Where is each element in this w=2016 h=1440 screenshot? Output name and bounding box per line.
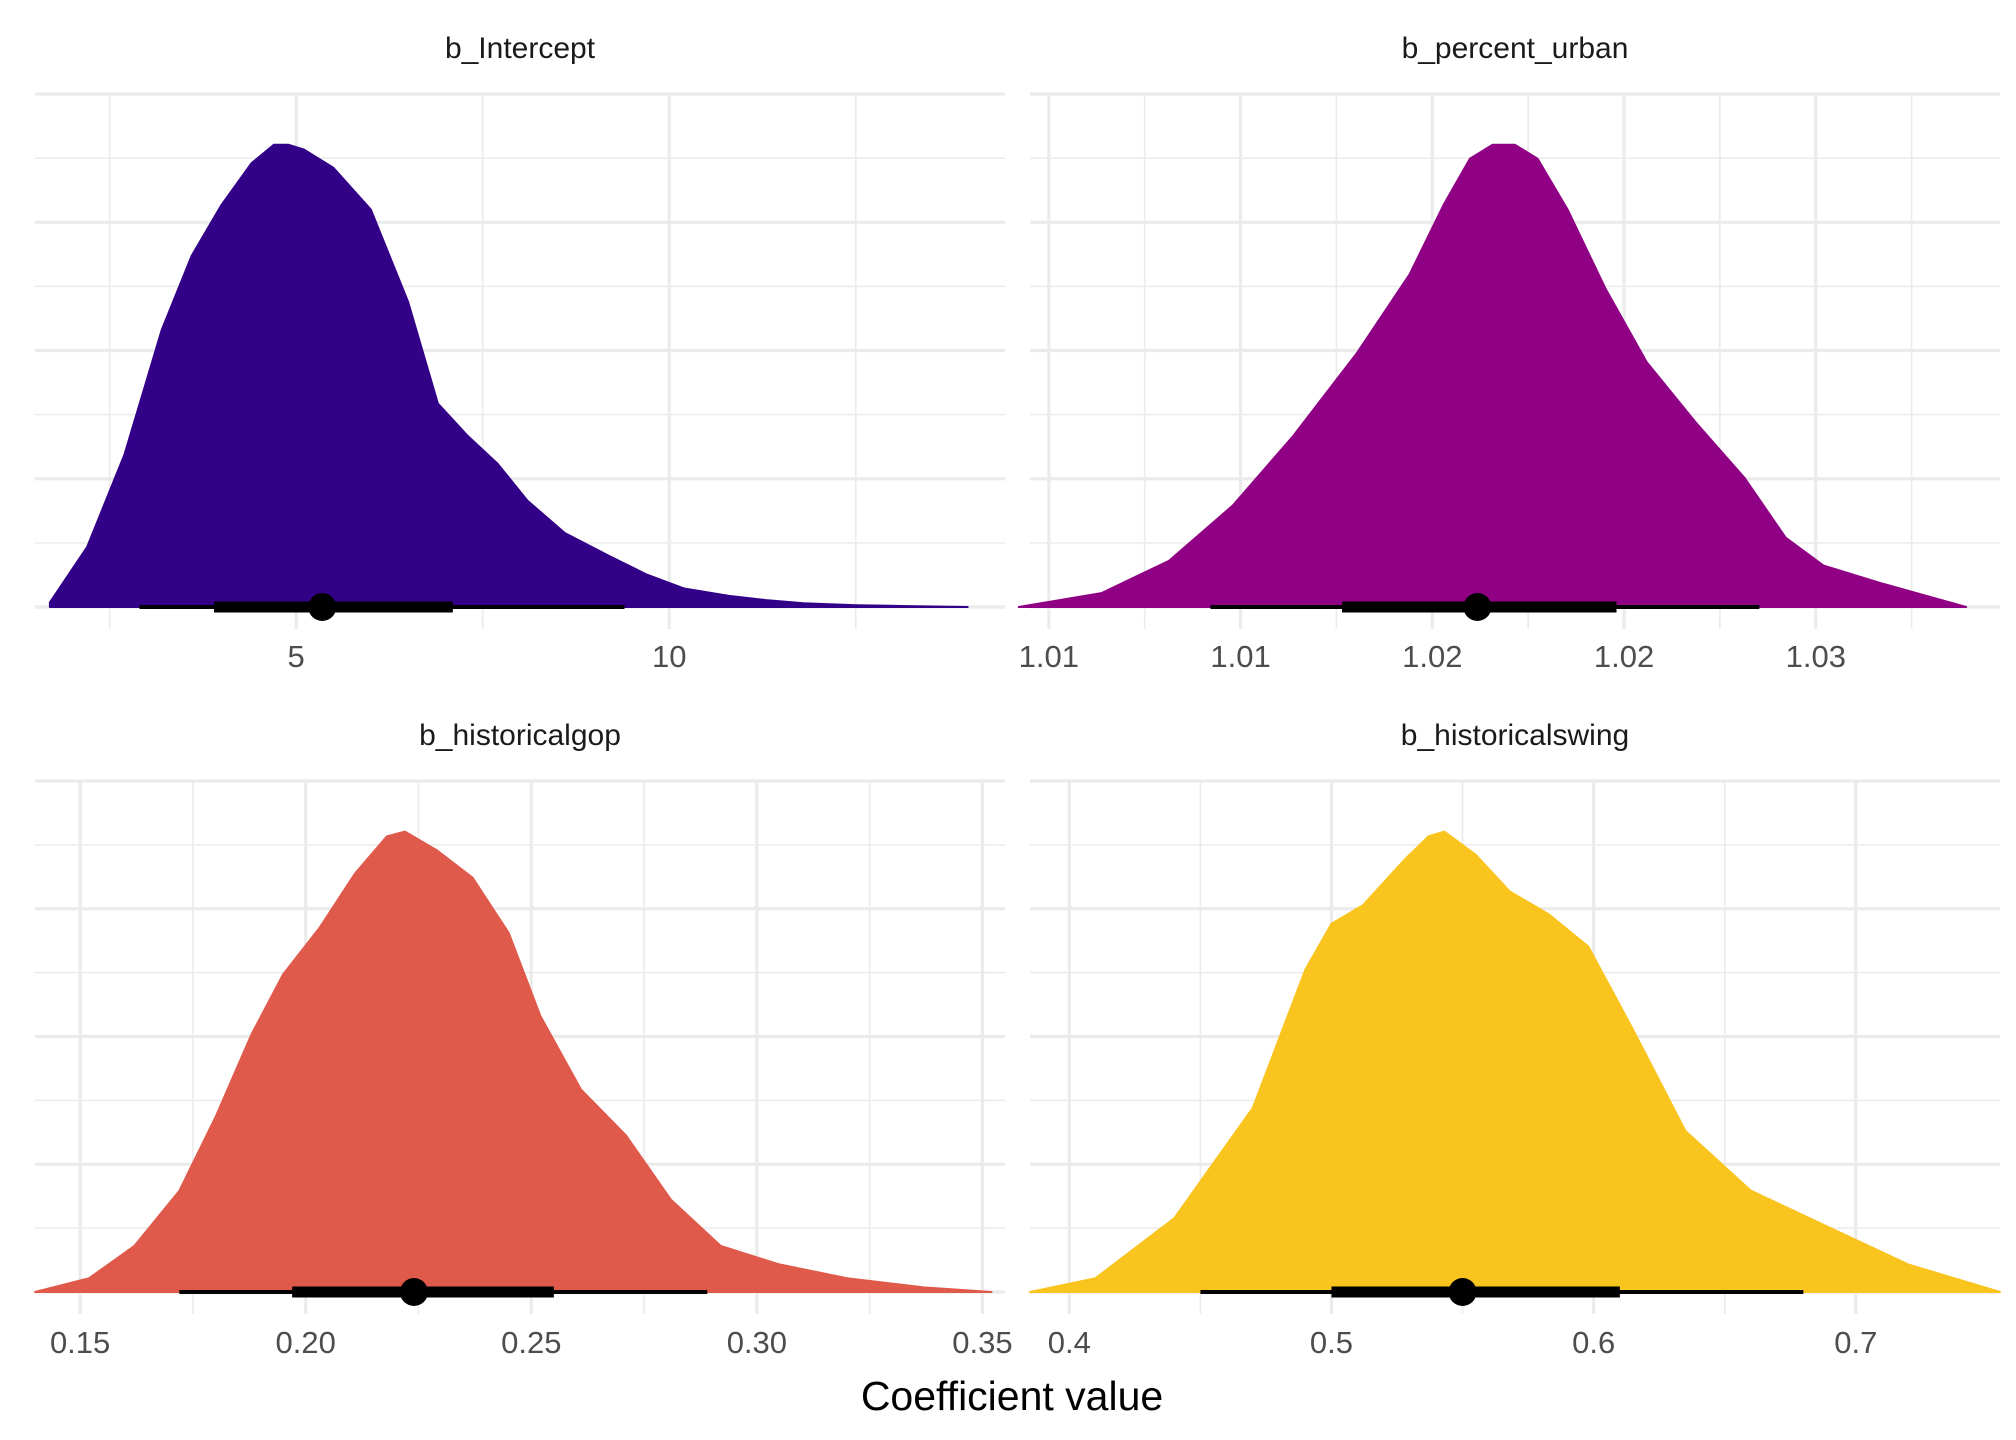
x-tick-label: 0.35 xyxy=(952,1325,1012,1360)
density-area-intercept xyxy=(48,143,969,608)
x-tick-label: 1.01 xyxy=(1210,639,1270,674)
x-tick-label: 0.7 xyxy=(1834,1325,1877,1360)
facet-title-historicalswing: b_historicalswing xyxy=(1401,719,1629,752)
density-area-historicalswing xyxy=(1029,830,2001,1293)
facet-title-intercept: b_Intercept xyxy=(445,32,596,65)
facet-panel-percent-urban: b_percent_urban 1.01 1.01 1.02 1.02 1.03 xyxy=(1017,32,2000,674)
point-estimate xyxy=(399,1278,428,1306)
x-tick-label: 5 xyxy=(288,639,305,674)
facet-title-percent-urban: b_percent_urban xyxy=(1402,32,1629,65)
density-area-percent-urban xyxy=(1017,143,1968,608)
facet-panel-historicalswing: b_historicalswing 0.4 0.5 0.6 0.7 xyxy=(1029,719,2001,1360)
x-tick-label: 0.4 xyxy=(1048,1325,1091,1360)
x-tick-label: 0.6 xyxy=(1572,1325,1615,1360)
x-tick-label: 0.20 xyxy=(276,1325,336,1360)
x-tick-label: 0.30 xyxy=(727,1325,787,1360)
point-estimate xyxy=(1463,593,1492,621)
x-axis-title: Coefficient value xyxy=(861,1373,1163,1419)
facet-panel-historicalgop: b_historicalgop 0.15 0.20 0.25 0.30 0.35 xyxy=(34,719,1013,1360)
x-tick-label: 0.25 xyxy=(501,1325,561,1360)
density-area-historicalgop xyxy=(34,830,993,1293)
x-tick-label: 10 xyxy=(652,639,686,674)
x-tick-label: 1.03 xyxy=(1786,639,1846,674)
facet-panel-intercept: b_Intercept 5 10 xyxy=(35,32,1005,674)
x-tick-label: 0.15 xyxy=(50,1325,110,1360)
x-tick-label: 0.5 xyxy=(1310,1325,1353,1360)
x-tick-label: 1.02 xyxy=(1402,639,1462,674)
facet-title-historicalgop: b_historicalgop xyxy=(419,719,621,752)
point-estimate xyxy=(1448,1278,1477,1306)
x-tick-label: 1.02 xyxy=(1594,639,1654,674)
point-estimate xyxy=(308,593,337,621)
x-tick-label: 1.01 xyxy=(1019,639,1079,674)
